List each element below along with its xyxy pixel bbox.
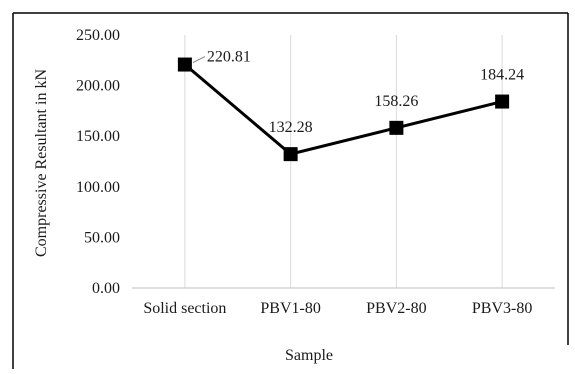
y-tick-label: 0.00 bbox=[92, 280, 120, 297]
y-tick-label: 50.00 bbox=[84, 229, 120, 246]
data-label: 184.24 bbox=[480, 67, 524, 84]
data-label: 158.26 bbox=[374, 93, 418, 110]
y-tick-label: 100.00 bbox=[76, 179, 120, 196]
y-axis-title: Compressive Resultant in kN bbox=[33, 69, 50, 257]
series-layer bbox=[177, 57, 510, 162]
label-layer: 220.81 132.28 158.26 184.24 bbox=[192, 49, 524, 136]
data-point-marker bbox=[389, 120, 404, 135]
y-tick-label: 250.00 bbox=[76, 27, 120, 44]
x-tick-label: PBV3-80 bbox=[472, 300, 532, 317]
data-point-marker bbox=[495, 94, 510, 109]
data-point-marker bbox=[283, 147, 298, 162]
x-tick-label: PBV2-80 bbox=[366, 300, 426, 317]
grid-layer bbox=[184, 35, 503, 288]
data-label-leader bbox=[192, 56, 206, 63]
x-axis-title: Sample bbox=[285, 347, 333, 364]
y-tick-label: 200.00 bbox=[76, 78, 120, 95]
x-tick-label: PBV1-80 bbox=[260, 300, 320, 317]
y-tick-label: 150.00 bbox=[76, 128, 120, 145]
series-line bbox=[183, 63, 503, 156]
data-label: 220.81 bbox=[207, 49, 251, 66]
data-point-marker bbox=[177, 57, 192, 72]
data-label: 132.28 bbox=[269, 119, 313, 136]
axis-layer: 0.00 50.00 100.00 150.00 200.00 250.00 Solid s… bbox=[76, 27, 555, 317]
x-tick-label: Solid section bbox=[143, 300, 226, 317]
